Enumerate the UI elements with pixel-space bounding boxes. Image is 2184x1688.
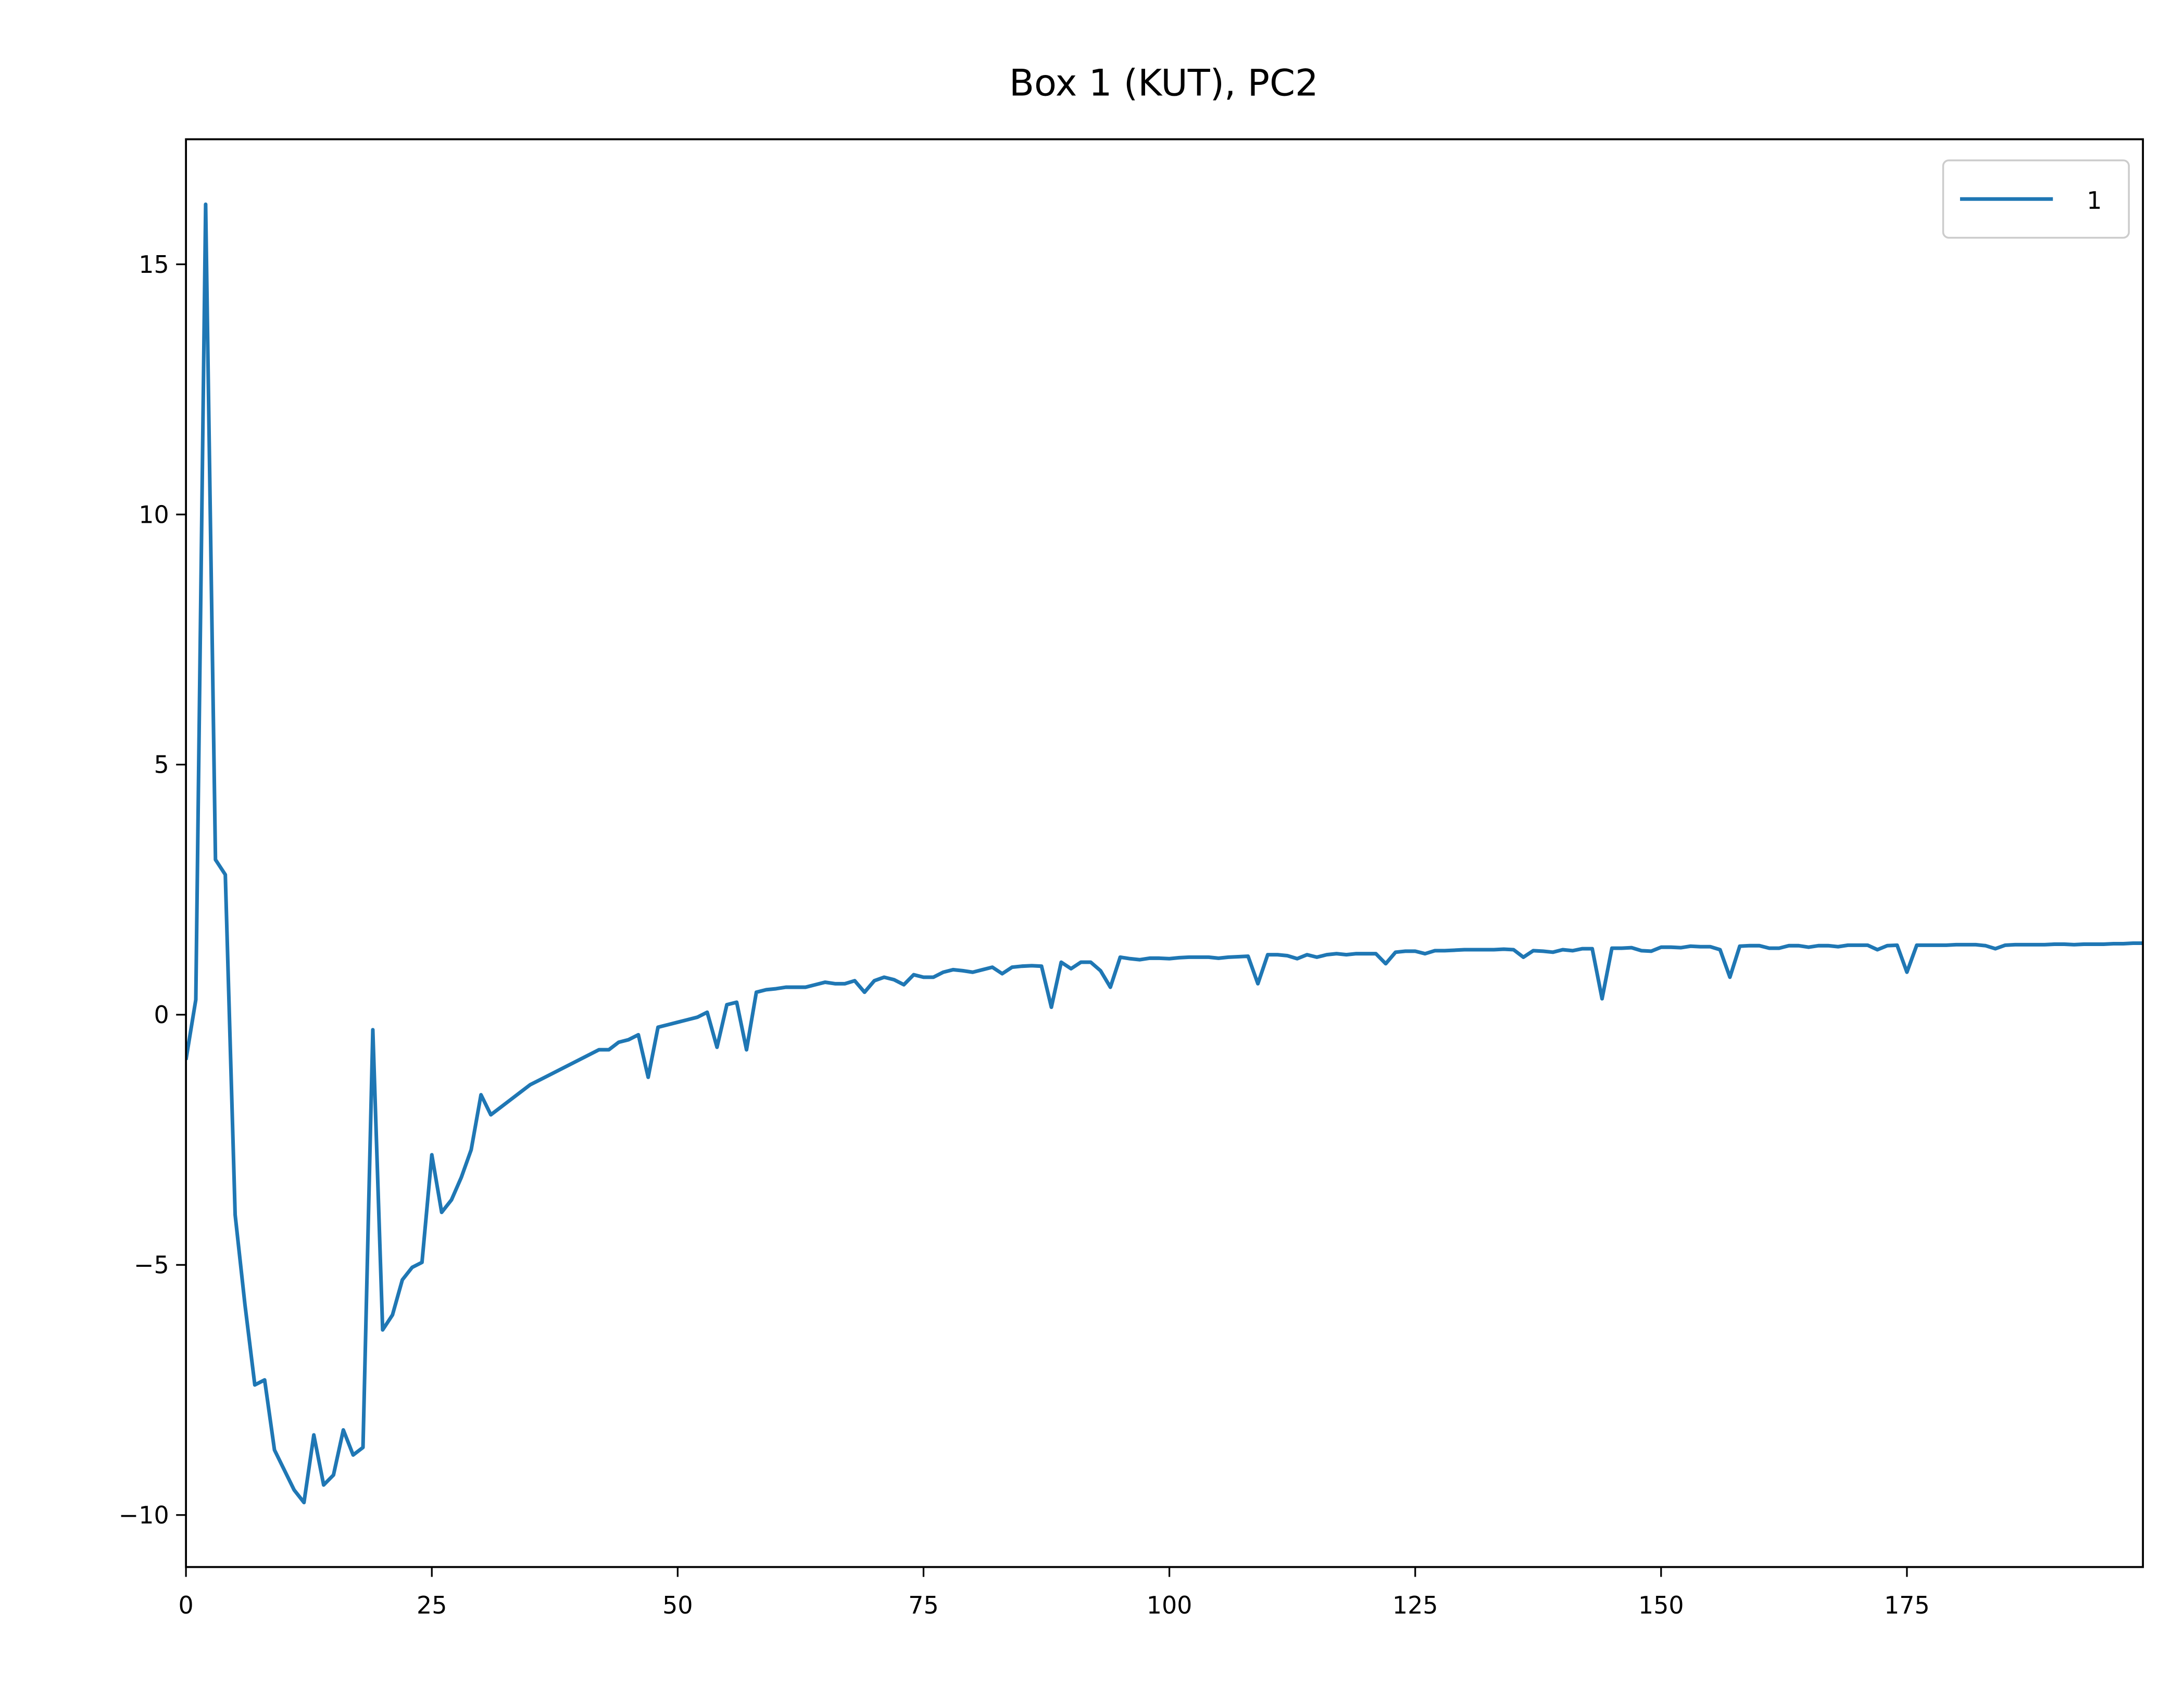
plot-frame bbox=[185, 138, 2144, 1568]
chart-title: Box 1 (KUT), PC2 bbox=[1009, 62, 1319, 105]
x-tick-label: 125 bbox=[1392, 1591, 1438, 1619]
x-tick-label: 150 bbox=[1638, 1591, 1684, 1619]
x-tick-label: 100 bbox=[1147, 1591, 1193, 1619]
y-tick-label: 0 bbox=[154, 1001, 169, 1029]
y-tick-label: −5 bbox=[134, 1251, 169, 1279]
x-tick-label: 75 bbox=[908, 1591, 938, 1619]
x-tick-label: 0 bbox=[179, 1591, 194, 1619]
y-tick-label: 10 bbox=[139, 500, 169, 528]
y-tick-label: −10 bbox=[119, 1501, 169, 1529]
y-tick-label: 15 bbox=[139, 250, 169, 279]
x-tick-label: 25 bbox=[417, 1591, 447, 1619]
x-tick-label: 175 bbox=[1884, 1591, 1930, 1619]
x-tick-label: 50 bbox=[662, 1591, 693, 1619]
legend-label: 1 bbox=[2087, 186, 2102, 215]
data-line bbox=[186, 202, 2143, 1505]
y-tick-label: 5 bbox=[154, 751, 169, 779]
